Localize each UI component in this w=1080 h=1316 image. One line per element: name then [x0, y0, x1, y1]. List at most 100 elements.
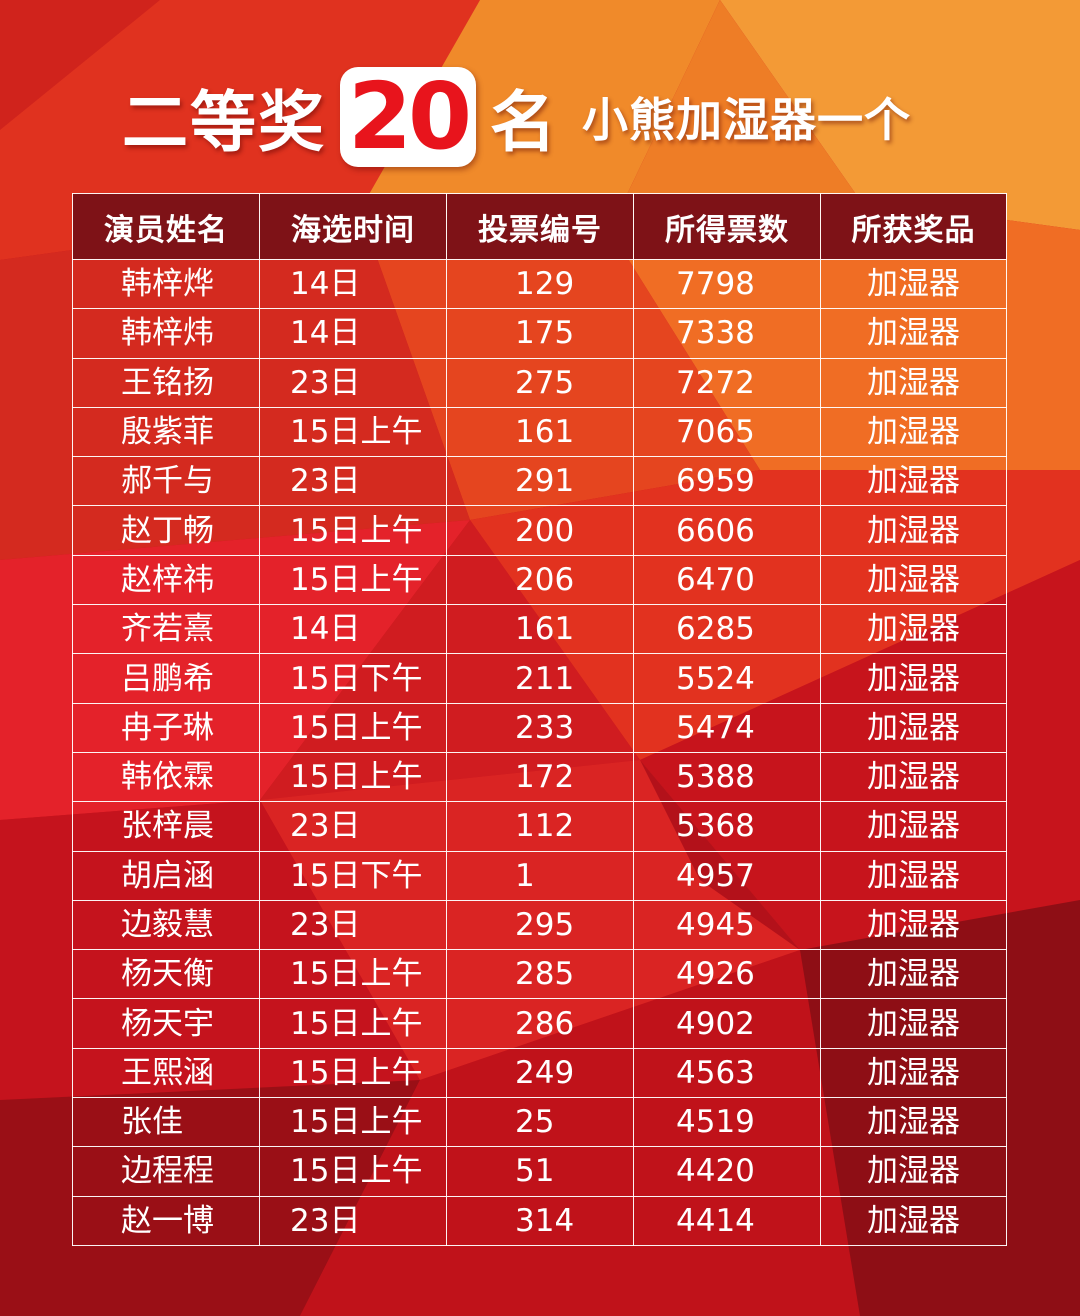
cell-vote-id: 314 — [446, 1195, 634, 1246]
cell-vote-id: 112 — [446, 801, 634, 852]
cell-name: 韩依霖 — [72, 751, 260, 803]
cell-name: 赵梓祎 — [72, 554, 260, 606]
cell-prize: 加湿器 — [820, 1195, 1007, 1246]
cell-name: 杨天宇 — [72, 998, 260, 1049]
cell-vote-id: 51 — [446, 1146, 634, 1197]
cell-votes: 4420 — [633, 1146, 821, 1197]
cell-name: 韩梓炜 — [72, 308, 260, 359]
table-row: 殷紫菲 15日上午 161 7065 加湿器 — [72, 406, 1007, 458]
table-row: 赵丁畅 15日上午 200 6606 加湿器 — [72, 505, 1007, 556]
cell-date: 14日 — [259, 604, 447, 655]
cell-name: 殷紫菲 — [72, 406, 260, 458]
header-prize: 所获奖品 — [820, 193, 1007, 260]
table-row: 杨天宇 15日上午 286 4902 加湿器 — [72, 998, 1007, 1049]
cell-date: 15日上午 — [259, 998, 447, 1049]
cell-date: 15日上午 — [259, 406, 447, 458]
cell-vote-id: 211 — [446, 653, 634, 704]
cell-votes: 7798 — [633, 258, 821, 310]
title-count-badge: 20 — [340, 67, 477, 167]
cell-vote-id: 249 — [446, 1047, 634, 1099]
cell-name: 边程程 — [72, 1146, 260, 1197]
table-row: 张梓晨 23日 112 5368 加湿器 — [72, 801, 1007, 852]
title-suffix: 名 — [490, 84, 559, 161]
cell-prize: 加湿器 — [820, 258, 1007, 310]
cell-date: 15日上午 — [259, 505, 447, 556]
cell-votes: 7338 — [633, 308, 821, 359]
cell-vote-id: 161 — [446, 604, 634, 655]
cell-vote-id: 200 — [446, 505, 634, 556]
cell-prize: 加湿器 — [820, 998, 1007, 1049]
cell-votes: 4945 — [633, 899, 821, 951]
cell-date: 23日 — [259, 357, 447, 408]
table-row: 韩依霖 15日上午 172 5388 加湿器 — [72, 751, 1007, 803]
cell-prize: 加湿器 — [820, 604, 1007, 655]
cell-name: 王铭扬 — [72, 357, 260, 408]
cell-vote-id: 129 — [446, 258, 634, 310]
cell-prize: 加湿器 — [820, 1047, 1007, 1099]
poster-title: 二等奖 20 名 小熊加湿器一个 — [122, 62, 911, 172]
table-row: 韩梓炜 14日 175 7338 加湿器 — [72, 308, 1007, 359]
cell-votes: 6470 — [633, 554, 821, 606]
cell-name: 王熙涵 — [72, 1047, 260, 1099]
cell-prize: 加湿器 — [820, 702, 1007, 753]
cell-vote-id: 25 — [446, 1097, 634, 1148]
table-row: 王铭扬 23日 275 7272 加湿器 — [72, 357, 1007, 408]
cell-vote-id: 291 — [446, 456, 634, 507]
cell-prize: 加湿器 — [820, 456, 1007, 507]
cell-prize: 加湿器 — [820, 1146, 1007, 1197]
cell-name: 赵丁畅 — [72, 505, 260, 556]
cell-prize: 加湿器 — [820, 505, 1007, 556]
cell-votes: 6606 — [633, 505, 821, 556]
cell-date: 14日 — [259, 308, 447, 359]
cell-vote-id: 172 — [446, 751, 634, 803]
table-body: 韩梓烨 14日 129 7798 加湿器 韩梓炜 14日 175 7338 加湿器 王铭扬 23日 27… — [72, 258, 1007, 1246]
cell-vote-id: 175 — [446, 308, 634, 359]
cell-vote-id: 275 — [446, 357, 634, 408]
cell-prize: 加湿器 — [820, 949, 1007, 1000]
cell-votes: 5388 — [633, 751, 821, 803]
cell-date: 14日 — [259, 258, 447, 310]
cell-date: 15日上午 — [259, 751, 447, 803]
header-name: 演员姓名 — [72, 193, 260, 260]
cell-date: 15日上午 — [259, 1146, 447, 1197]
table-row: 王熙涵 15日上午 249 4563 加湿器 — [72, 1047, 1007, 1099]
header-votes: 所得票数 — [633, 193, 821, 260]
header-vote-id: 投票编号 — [446, 193, 634, 260]
cell-name: 边毅慧 — [72, 899, 260, 951]
table-row: 冉子琳 15日上午 233 5474 加湿器 — [72, 702, 1007, 753]
cell-prize: 加湿器 — [820, 653, 1007, 704]
cell-prize: 加湿器 — [820, 751, 1007, 803]
cell-votes: 7065 — [633, 406, 821, 458]
winners-table: 演员姓名 海选时间 投票编号 所得票数 所获奖品 韩梓烨 14日 129 7798 加湿… — [72, 193, 1007, 1246]
cell-prize: 加湿器 — [820, 1097, 1007, 1148]
table-row: 赵一博 23日 314 4414 加湿器 — [72, 1195, 1007, 1246]
cell-vote-id: 285 — [446, 949, 634, 1000]
cell-name: 杨天衡 — [72, 949, 260, 1000]
cell-name: 胡启涵 — [72, 850, 260, 901]
cell-votes: 4926 — [633, 949, 821, 1000]
cell-prize: 加湿器 — [820, 899, 1007, 951]
table-row: 胡启涵 15日下午 1 4957 加湿器 — [72, 850, 1007, 901]
cell-votes: 4902 — [633, 998, 821, 1049]
table-row: 边程程 15日上午 51 4420 加湿器 — [72, 1146, 1007, 1197]
cell-vote-id: 286 — [446, 998, 634, 1049]
cell-date: 15日上午 — [259, 554, 447, 606]
cell-votes: 4563 — [633, 1047, 821, 1099]
table-row: 边毅慧 23日 295 4945 加湿器 — [72, 899, 1007, 951]
cell-votes: 4414 — [633, 1195, 821, 1246]
cell-name: 赵一博 — [72, 1195, 260, 1246]
table-row: 赵梓祎 15日上午 206 6470 加湿器 — [72, 554, 1007, 606]
cell-name: 张佳 — [72, 1097, 260, 1148]
cell-date: 15日下午 — [259, 653, 447, 704]
header-date: 海选时间 — [259, 193, 447, 260]
cell-vote-id: 295 — [446, 899, 634, 951]
title-prize: 小熊加湿器一个 — [582, 93, 912, 147]
cell-date: 15日上午 — [259, 1097, 447, 1148]
cell-name: 韩梓烨 — [72, 258, 260, 310]
cell-date: 23日 — [259, 801, 447, 852]
cell-date: 15日下午 — [259, 850, 447, 901]
cell-votes: 5474 — [633, 702, 821, 753]
cell-date: 23日 — [259, 1195, 447, 1246]
table-row: 郝千与 23日 291 6959 加湿器 — [72, 456, 1007, 507]
